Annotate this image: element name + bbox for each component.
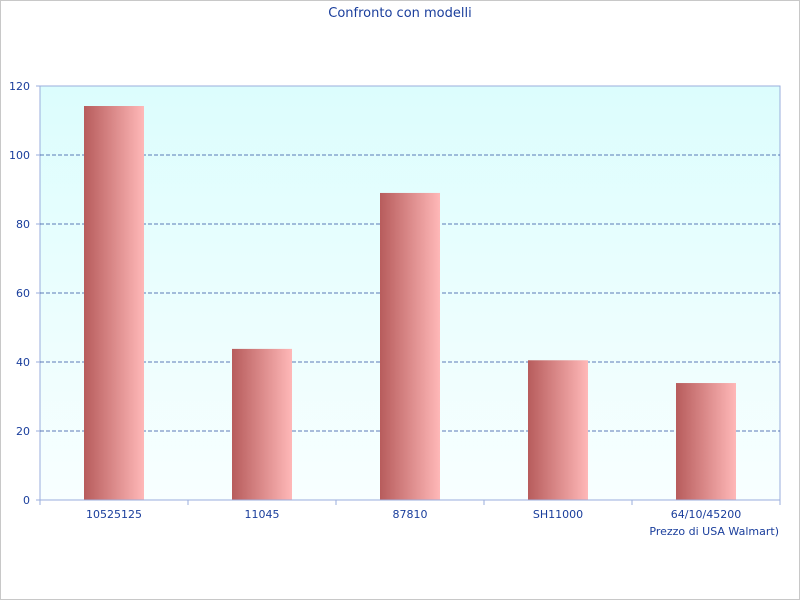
axes (36, 85, 781, 505)
bar-10525125 (84, 106, 144, 500)
bar-SH11000 (528, 360, 588, 500)
x-tick-labels: 10525125 11045 87810 SH11000 64/10/45200 (86, 508, 741, 521)
y-tick-labels: 0 20 40 60 80 100 120 (9, 80, 30, 507)
y-tick-label: 100 (9, 149, 30, 162)
x-tick-label: 11045 (245, 508, 280, 521)
y-tick-label: 20 (16, 425, 30, 438)
x-tick-label: SH11000 (533, 508, 583, 521)
x-tick-label: 87810 (393, 508, 428, 521)
x-tick-label: 10525125 (86, 508, 142, 521)
x-tick-label: 64/10/45200 (671, 508, 741, 521)
bar-64/10/45200 (676, 383, 736, 500)
y-tick-label: 80 (16, 218, 30, 231)
chart-title: Confronto con modelli (328, 6, 471, 21)
y-tick-label: 60 (16, 287, 30, 300)
y-tick-label: 120 (9, 80, 30, 93)
bars (84, 106, 736, 500)
bar-11045 (232, 348, 292, 500)
y-tick-label: 40 (16, 356, 30, 369)
bar-87810 (380, 192, 440, 500)
x-axis-label: Prezzo di USA Walmart) (649, 525, 779, 538)
y-tick-label: 0 (23, 494, 30, 507)
